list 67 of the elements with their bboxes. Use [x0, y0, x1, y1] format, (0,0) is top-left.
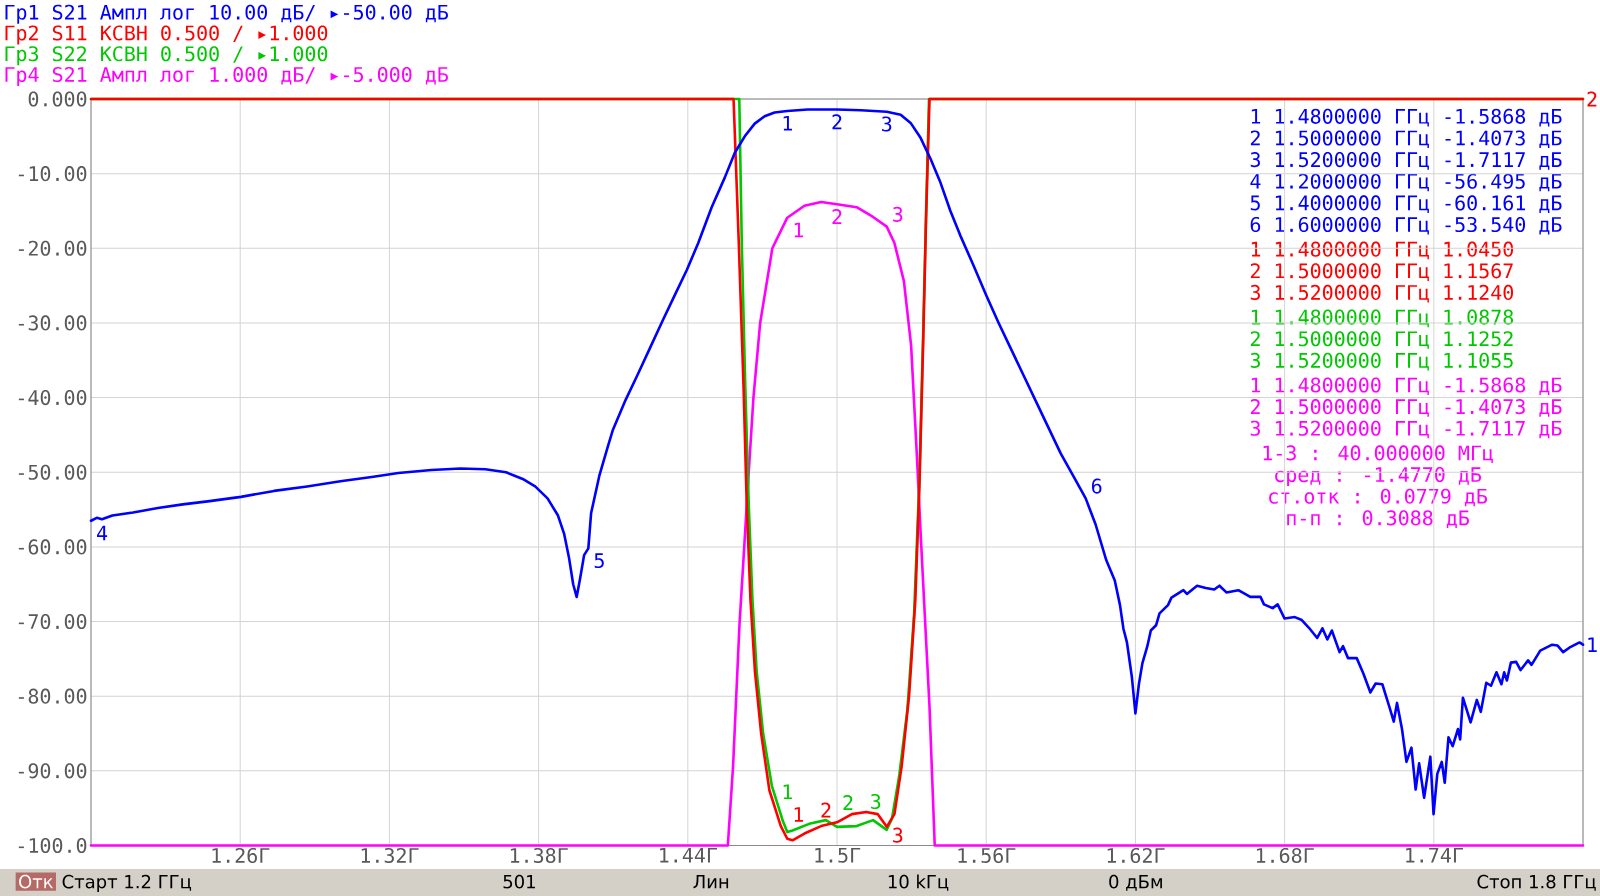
text: Гр1 S21 Ампл лог 10.00 дБ/ ▸-50.00 дБ	[5, 4, 448, 24]
annotation: 1	[1588, 637, 1597, 652]
annotation: 3 1.5200000 ГГц 1.1240	[1250, 284, 1514, 303]
annotation: ст.отк : 0.0779 дБ	[1269, 488, 1488, 507]
annotation: 1 1.4800000 ГГц 1.0450	[1251, 241, 1514, 260]
annotation: 6 1.6000000 ГГц -53.540 дБ	[1250, 216, 1562, 235]
text: Гр4 S21 Ампл лог 1.000 дБ/ ▸-5.000 дБ	[5, 66, 448, 86]
x-tick-label: 1.32Г	[361, 847, 419, 864]
x-tick-label: 1.44Г	[660, 847, 717, 863]
y-tick-label: -50.00	[18, 464, 87, 480]
y-tick-label: 0.000	[28, 91, 87, 107]
annotation: 1	[783, 115, 792, 131]
annotation: 2	[832, 209, 842, 224]
text: Стоп 1.8 ГГц	[1477, 874, 1596, 891]
annotation: 3	[871, 793, 881, 810]
annotation: 1	[794, 222, 803, 238]
text: Лин	[693, 875, 729, 889]
y-tick-label: -40.00	[18, 390, 87, 406]
annotation: 3 1.5200000 ГГц -1.7117 дБ	[1250, 420, 1562, 439]
annotation: 3	[882, 116, 892, 132]
annotation: п-п : 0.3088 дБ	[1287, 510, 1469, 528]
series-label: Гр3 S22 КСВН 0.500 / ▸1.000	[5, 46, 328, 66]
annotation: 2	[1587, 91, 1597, 107]
x-tick-label: 1.26Г	[212, 847, 270, 864]
text: Старт 1.2 ГГц	[62, 874, 192, 892]
annotation: 3 1.5200000 ГГц -1.7117 дБ	[1250, 152, 1562, 170]
x-tick-label: 1.38Г	[510, 847, 568, 864]
y-tick-label: -80.00	[18, 688, 87, 704]
x-tick-label: 1.68Г	[1256, 847, 1314, 864]
text: Отк	[19, 874, 53, 889]
y-tick-label: -10.00	[18, 166, 87, 182]
text: Гр2 S11 КСВН 0.500 / ▸1.000	[5, 25, 328, 45]
y-tick-label: -70.00	[18, 613, 87, 630]
y-tick-label: -20.00	[18, 240, 87, 256]
annotation: 2	[843, 795, 853, 810]
annotation: 1-3 : 40.000000 МГц	[1263, 445, 1493, 464]
annotation: 2 1.5000000 ГГц 1.1567	[1250, 263, 1513, 281]
annotation: 1	[783, 784, 792, 800]
annotation: 5 1.4000000 ГГц -60.161 дБ	[1250, 195, 1562, 213]
annotation: 3	[893, 827, 903, 843]
x-tick-label: 1.5Г	[815, 847, 861, 863]
annotation: сред : -1.4770 дБ	[1275, 466, 1481, 487]
y-tick-label: -30.00	[18, 315, 87, 331]
text: 10 kГц	[888, 874, 949, 891]
annotation: 2 1.5000000 ГГц -1.4073 дБ	[1250, 399, 1562, 417]
annotation: 4 1.2000000 ГГц -56.495 дБ	[1250, 173, 1562, 192]
text: 501	[503, 874, 535, 889]
annotation: 2	[821, 802, 831, 818]
annotation: 2 1.5000000 ГГц -1.4073 дБ	[1250, 130, 1562, 149]
annotation: 1 1.4800000 ГГц -1.5868 дБ	[1251, 108, 1562, 127]
annotation: 2	[832, 114, 842, 130]
text: 0 дБм	[1109, 874, 1162, 891]
y-tick-label: -100.0	[18, 837, 87, 854]
annotation: 6	[1091, 478, 1102, 494]
x-tick-label: 1.74Г	[1406, 847, 1463, 863]
x-tick-label: 1.62Г	[1107, 847, 1165, 864]
x-tick-label: 1.56Г	[958, 847, 1016, 864]
annotation: 5	[594, 553, 604, 569]
annotation: 1	[794, 807, 803, 822]
y-tick-label: -90.00	[18, 763, 87, 779]
annotation: 1 1.4800000 ГГц 1.0878	[1251, 309, 1514, 328]
annotation: 4	[97, 525, 108, 541]
annotation: 1 1.4800000 ГГц -1.5868 дБ	[1251, 377, 1562, 396]
annotation: 2 1.5000000 ГГц 1.1252	[1250, 331, 1513, 349]
annotation: 3	[893, 206, 903, 222]
annotation: 3 1.5200000 ГГц 1.1055	[1250, 352, 1513, 371]
y-tick-label: -60.00	[18, 539, 87, 555]
